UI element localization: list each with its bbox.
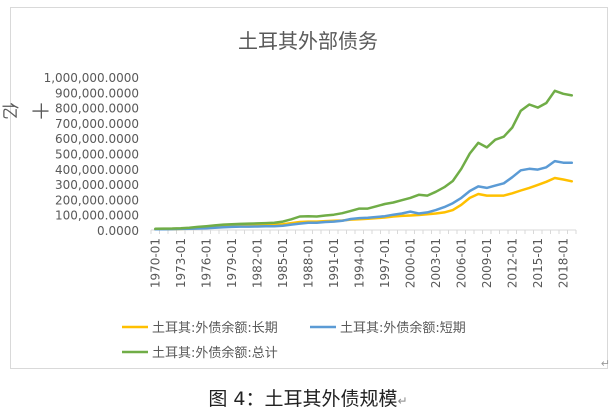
x-tick-label: 1988-01 [301, 238, 315, 288]
paragraph-mark-icon: ↵ [600, 357, 610, 370]
series-line [154, 159, 574, 231]
y-tick-label: 0.0000 [97, 224, 139, 238]
x-tick-label: 1970-01 [148, 238, 162, 288]
y-tick-label: 100,000.0000 [55, 209, 139, 223]
y-tick-label: 600,000.0000 [55, 132, 139, 146]
x-tick-label: 2000-01 [403, 238, 417, 288]
x-tick-label: 1994-01 [352, 238, 366, 288]
x-tick-label: 2018-01 [556, 238, 570, 288]
x-tick-label: 2009-01 [480, 238, 494, 288]
series-line [154, 89, 574, 231]
y-tick-label: 300,000.0000 [55, 178, 139, 192]
x-tick-label: 2003-01 [429, 238, 443, 288]
x-tick-label: 1997-01 [378, 238, 392, 288]
x-tick-label: 1979-01 [225, 238, 239, 288]
paragraph-mark-icon: ↵ [397, 394, 408, 408]
x-tick-label: 1973-01 [174, 238, 188, 288]
series-lines [154, 89, 574, 231]
legend-label: 土耳其:外债余额:长期 [152, 320, 278, 336]
x-tick-label: 2012-01 [505, 238, 519, 288]
figure-caption-text: 图 4：土耳其外债规模 [208, 388, 398, 410]
x-tick-label: 2006-01 [454, 238, 468, 288]
x-tick-label: 1976-01 [199, 238, 213, 288]
y-tick-label: 500,000.0000 [55, 148, 139, 162]
x-tick-label: 1985-01 [276, 238, 290, 288]
chart-title: 土耳其外部债务 [238, 29, 378, 53]
y-tick-label: 1,000,000.0000 [44, 71, 139, 85]
x-tick-label: 2015-01 [531, 238, 545, 288]
y-tick-label: 200,000.0000 [55, 193, 139, 207]
figure-caption: 图 4：土耳其外债规模↵ [0, 384, 616, 411]
y-tick-label: 400,000.0000 [55, 163, 139, 177]
series-line [154, 176, 574, 231]
x-tick-label: 1982-01 [250, 238, 264, 288]
y-tick-label: 800,000.0000 [55, 102, 139, 116]
x-tick-label: 1991-01 [327, 238, 341, 288]
legend-label: 土耳其:外债余额:短期 [340, 320, 466, 336]
chart-frame [10, 7, 608, 369]
y-tick-label: 700,000.0000 [55, 117, 139, 131]
y-tick-label: 900,000.0000 [55, 86, 139, 100]
legend-label: 土耳其:外债余额:总计 [152, 345, 278, 361]
